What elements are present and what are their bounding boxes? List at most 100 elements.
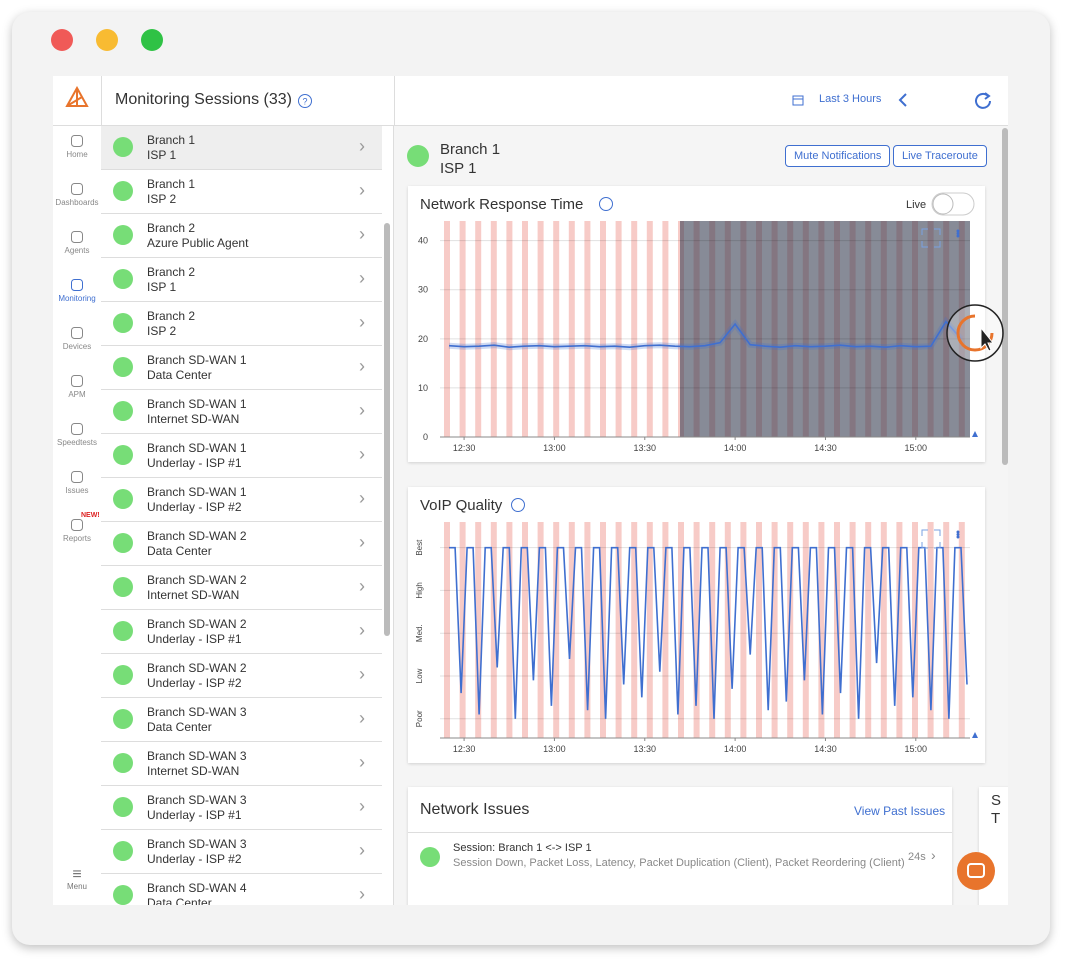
plot-area <box>440 522 970 738</box>
session-row[interactable]: Branch SD-WAN 2 Underlay - ISP #1 › <box>101 610 382 654</box>
chevron: › <box>359 488 365 508</box>
chevron: › <box>359 752 365 772</box>
session-row[interactable]: Branch 2 ISP 1 › <box>101 258 382 302</box>
detail-scrollbar[interactable] <box>1002 128 1008 465</box>
status-dot <box>113 269 133 289</box>
status-dot <box>420 847 440 867</box>
nav-item[interactable]: Agents <box>53 230 101 255</box>
help-icon[interactable]: ? <box>297 93 313 109</box>
past-issues-link[interactable]: View Past Issues <box>854 804 946 818</box>
session-row[interactable]: Branch 1 ISP 2 › <box>101 170 382 214</box>
issue-session[interactable]: Session: Branch 1 <-> ISP 1 <box>453 842 592 854</box>
session-row[interactable]: Branch SD-WAN 2 Internet SD-WAN › <box>101 566 382 610</box>
event-stripe <box>506 522 513 738</box>
nav-item[interactable]: Speedtests <box>53 422 101 447</box>
event-stripe <box>444 522 450 738</box>
x-tick-label: 13:00 <box>543 443 566 453</box>
y-tick-label: 10 <box>418 383 428 393</box>
event-stripe <box>522 221 528 437</box>
traceroute-button[interactable]: Live Traceroute <box>893 145 987 167</box>
close-button[interactable] <box>51 29 73 51</box>
list-scrollbar[interactable] <box>384 223 390 636</box>
session-source: Branch SD-WAN 2 <box>147 617 247 631</box>
session-source: Branch SD-WAN 3 <box>147 793 247 807</box>
nav-item[interactable]: Reports NEW! <box>53 512 101 543</box>
side-card-text: T <box>991 810 1001 827</box>
help-icon[interactable] <box>511 498 525 512</box>
session-row[interactable]: Branch SD-WAN 3 Underlay - ISP #2 › <box>101 830 382 874</box>
event-stripe <box>896 522 903 738</box>
session-row[interactable]: Branch SD-WAN 1 Underlay - ISP #2 › <box>101 478 382 522</box>
maximize-button[interactable] <box>141 29 163 51</box>
status-dot <box>113 533 133 553</box>
event-stripe <box>787 522 794 738</box>
menu-button[interactable]: ≡ Menu <box>66 866 87 892</box>
minimize-button[interactable] <box>96 29 118 51</box>
status-dot <box>113 577 133 597</box>
chat-button[interactable] <box>956 851 996 891</box>
session-row[interactable]: Branch SD-WAN 3 Underlay - ISP #1 › <box>101 786 382 830</box>
session-row[interactable]: Branch SD-WAN 1 Internet SD-WAN › <box>101 390 382 434</box>
mute-button[interactable]: Mute Notifications <box>785 145 891 167</box>
status-dot <box>113 313 133 333</box>
calendar-icon <box>792 95 804 106</box>
session-row[interactable]: Branch SD-WAN 1 Underlay - ISP #1 › <box>101 434 382 478</box>
session-list: Branch 1 ISP 1 › Branch 1 ISP 2 › Branch 2 Azur… <box>53 126 393 905</box>
event-stripe <box>506 221 513 437</box>
session-row[interactable]: Branch SD-WAN 3 Internet SD-WAN › <box>101 742 382 786</box>
nav-item[interactable]: Dashboards <box>53 182 101 207</box>
prev-button[interactable] <box>896 92 910 108</box>
status-dot <box>113 797 133 817</box>
nav-label: Issues <box>65 486 89 495</box>
event-stripe <box>662 221 669 437</box>
event-stripe <box>522 522 528 738</box>
session-target: Data Center <box>147 368 212 382</box>
event-stripe <box>553 221 560 437</box>
session-target: Underlay - ISP #1 <box>147 808 242 822</box>
new-badge: NEW! <box>81 512 100 519</box>
nav-label: Dashboards <box>55 198 99 207</box>
nav-icon <box>71 183 83 195</box>
session-row[interactable]: Branch SD-WAN 2 Underlay - ISP #2 › <box>101 654 382 698</box>
session-row[interactable]: Branch SD-WAN 1 Data Center › <box>101 346 382 390</box>
chevron: › <box>359 708 365 728</box>
chevron: › <box>359 180 365 200</box>
chevron: › <box>359 356 365 376</box>
response-card: Network Response Time Live 0 10 20 30 40 12:3… <box>408 186 985 462</box>
session-source: Branch SD-WAN 2 <box>147 661 247 675</box>
event-stripe <box>771 522 778 738</box>
session-row[interactable]: Branch 2 Azure Public Agent › <box>101 214 382 258</box>
nav-item[interactable]: Home <box>53 134 101 159</box>
session-row[interactable]: Branch SD-WAN 2 Data Center › <box>101 522 382 566</box>
refresh-button[interactable] <box>973 90 993 110</box>
expand-icon[interactable] <box>921 529 941 549</box>
event-stripe <box>880 522 887 738</box>
chevron: › <box>359 400 365 420</box>
cursor <box>946 304 1004 362</box>
session-row[interactable]: Branch SD-WAN 3 Data Center › <box>101 698 382 742</box>
event-stripe <box>537 221 544 437</box>
chevron: › <box>359 136 365 156</box>
session-source: Branch SD-WAN 1 <box>147 441 247 455</box>
session-row[interactable]: Branch 1 ISP 1 › <box>101 126 382 170</box>
session-row[interactable]: Branch 2 ISP 2 › <box>101 302 382 346</box>
time-range[interactable]: Last 3 Hours <box>819 93 882 105</box>
nav-item[interactable]: Issues <box>53 470 101 495</box>
nav-item[interactable]: Monitoring <box>53 278 101 303</box>
nav-icon <box>71 471 83 483</box>
event-stripe <box>475 221 482 437</box>
nav-item[interactable]: Devices <box>53 326 101 351</box>
status-dot <box>113 621 133 641</box>
x-tick-label: 15:00 <box>905 744 928 754</box>
expand-icon[interactable] <box>921 228 941 248</box>
status-dot <box>113 181 133 201</box>
help-icon[interactable] <box>599 197 613 211</box>
sidebar: Home Dashboards Agents Monitoring Devices APM… <box>53 76 102 905</box>
session-row[interactable]: Branch SD-WAN 4 Data Center › <box>101 874 382 905</box>
nav-item[interactable]: APM <box>53 374 101 399</box>
issues-title: Network Issues <box>420 801 530 818</box>
toggle-knob <box>932 193 954 215</box>
event-stripe <box>600 221 606 437</box>
icon-shape <box>71 519 83 531</box>
chevron: › <box>359 840 365 860</box>
